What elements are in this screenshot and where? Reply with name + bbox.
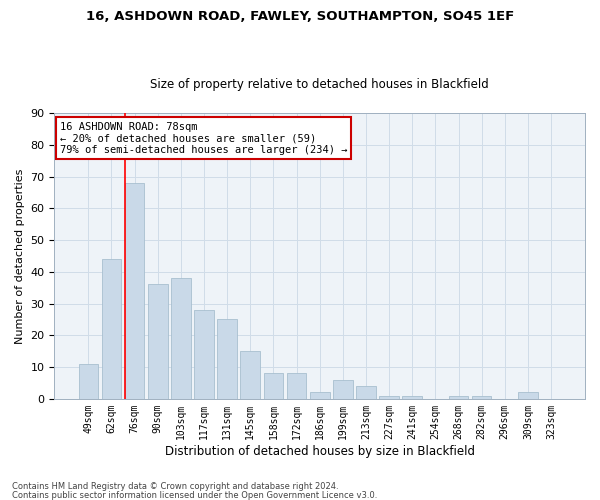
X-axis label: Distribution of detached houses by size in Blackfield: Distribution of detached houses by size … — [165, 444, 475, 458]
Bar — [472, 396, 491, 399]
Text: 16, ASHDOWN ROAD, FAWLEY, SOUTHAMPTON, SO45 1EF: 16, ASHDOWN ROAD, FAWLEY, SOUTHAMPTON, S… — [86, 10, 514, 23]
Bar — [217, 320, 237, 399]
Bar — [263, 374, 283, 399]
Bar — [403, 396, 422, 399]
Y-axis label: Number of detached properties: Number of detached properties — [15, 168, 25, 344]
Text: Contains HM Land Registry data © Crown copyright and database right 2024.: Contains HM Land Registry data © Crown c… — [12, 482, 338, 491]
Bar — [148, 284, 167, 399]
Bar — [310, 392, 329, 399]
Bar — [449, 396, 469, 399]
Bar — [101, 259, 121, 399]
Title: Size of property relative to detached houses in Blackfield: Size of property relative to detached ho… — [151, 78, 489, 91]
Bar — [518, 392, 538, 399]
Bar — [125, 183, 145, 399]
Bar — [379, 396, 399, 399]
Bar — [194, 310, 214, 399]
Bar — [287, 374, 307, 399]
Bar — [241, 351, 260, 399]
Bar — [333, 380, 353, 399]
Bar — [79, 364, 98, 399]
Text: 16 ASHDOWN ROAD: 78sqm
← 20% of detached houses are smaller (59)
79% of semi-det: 16 ASHDOWN ROAD: 78sqm ← 20% of detached… — [60, 122, 347, 155]
Text: Contains public sector information licensed under the Open Government Licence v3: Contains public sector information licen… — [12, 490, 377, 500]
Bar — [356, 386, 376, 399]
Bar — [171, 278, 191, 399]
